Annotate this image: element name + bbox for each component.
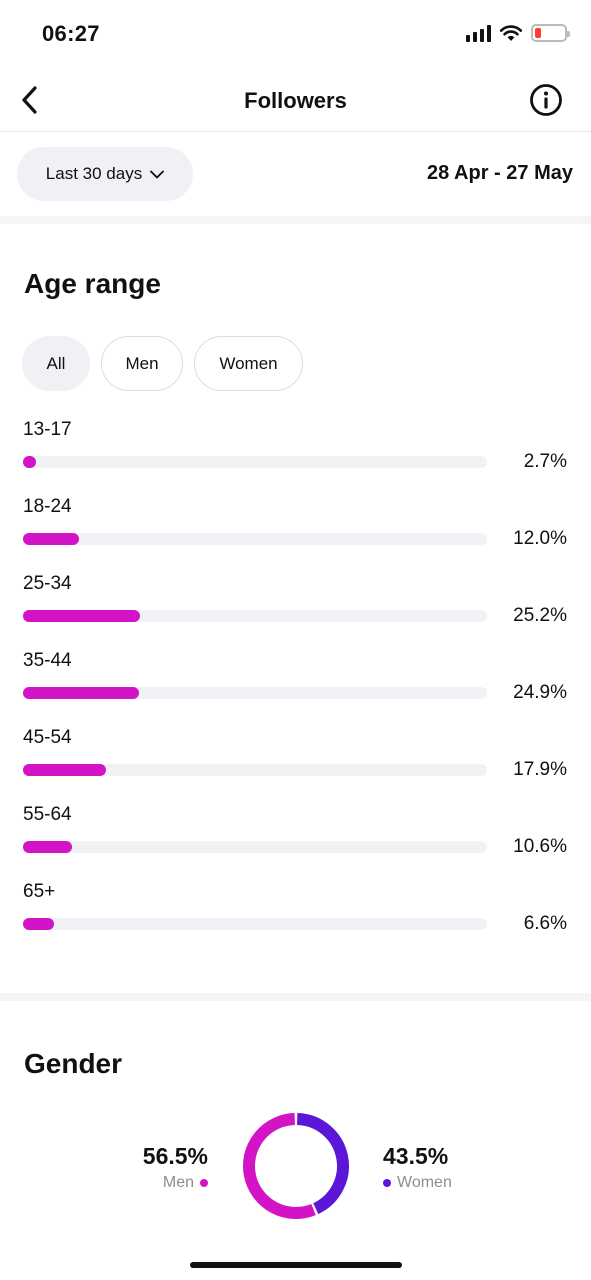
age-row: 65+ 6.6% xyxy=(0,881,591,958)
age-row: 18-24 12.0% xyxy=(0,496,591,573)
info-icon xyxy=(530,84,562,116)
age-label: 18-24 xyxy=(23,496,72,517)
age-value: 2.7% xyxy=(523,451,567,472)
age-bar-fill xyxy=(23,456,36,468)
age-bar-track xyxy=(23,533,487,545)
women-percentage: 43.5% xyxy=(383,1143,449,1169)
tab-men[interactable]: Men xyxy=(101,336,183,391)
age-label: 25-34 xyxy=(23,573,72,594)
age-bar-fill xyxy=(23,764,107,776)
age-bar-fill xyxy=(23,610,140,622)
section-divider xyxy=(0,993,591,1001)
age-row: 55-64 10.6% xyxy=(0,804,591,881)
age-value: 25.2% xyxy=(513,605,567,626)
age-bar-track xyxy=(23,610,487,622)
date-range: 28 Apr - 27 May xyxy=(427,162,573,184)
age-bar-fill xyxy=(23,841,73,853)
chevron-down-icon xyxy=(150,170,165,178)
age-bar-fill xyxy=(23,687,139,699)
age-value: 24.9% xyxy=(513,682,567,703)
filter-row: Last 30 days 28 Apr - 27 May xyxy=(0,132,591,216)
age-row: 35-44 24.9% xyxy=(0,650,591,727)
age-bar-track xyxy=(23,764,487,776)
tab-all[interactable]: All xyxy=(22,336,90,391)
age-label: 13-17 xyxy=(23,419,72,440)
men-percentage: 56.5% xyxy=(142,1143,208,1169)
age-value: 6.6% xyxy=(523,913,567,934)
back-button[interactable] xyxy=(14,84,46,116)
age-label: 65+ xyxy=(23,881,56,902)
age-value: 17.9% xyxy=(513,759,567,780)
tab-women[interactable]: Women xyxy=(194,336,303,391)
chevron-left-icon xyxy=(22,86,37,114)
age-bar-fill xyxy=(23,918,54,930)
age-label: 35-44 xyxy=(23,650,72,671)
period-dropdown[interactable]: Last 30 days xyxy=(17,147,193,201)
status-bar: 06:27 xyxy=(0,0,591,70)
age-bar-fill xyxy=(23,533,79,545)
status-icons xyxy=(466,24,570,42)
page-title: Followers xyxy=(244,88,347,113)
age-bar-track xyxy=(23,456,487,468)
age-row: 25-34 25.2% xyxy=(0,573,591,650)
period-label: Last 30 days xyxy=(45,164,143,183)
age-range-tabs: All Men Women xyxy=(22,336,303,391)
donut-women-segment xyxy=(296,1113,349,1215)
age-label: 55-64 xyxy=(23,804,72,825)
wifi-icon xyxy=(499,25,523,41)
gender-women-legend: 43.5% Women xyxy=(383,1143,452,1192)
age-value: 10.6% xyxy=(513,836,567,857)
gender-donut xyxy=(243,1113,349,1219)
age-range-title: Age range xyxy=(24,268,161,299)
gender-chart: 56.5% Men 43.5% Women xyxy=(0,1108,591,1228)
women-dot-icon xyxy=(383,1179,391,1187)
age-bar-track xyxy=(23,841,487,853)
status-time: 06:27 xyxy=(42,21,100,46)
men-dot-icon xyxy=(200,1179,208,1187)
gender-title: Gender xyxy=(24,1048,123,1079)
age-bar-track xyxy=(23,687,487,699)
cellular-signal-icon xyxy=(466,24,491,42)
battery-icon xyxy=(531,24,570,42)
men-label: Men xyxy=(162,1174,194,1191)
age-row: 45-54 17.9% xyxy=(0,727,591,804)
gender-men-legend: 56.5% Men xyxy=(143,1143,208,1192)
age-label: 45-54 xyxy=(23,727,72,748)
donut-men-segment xyxy=(243,1113,316,1219)
nav-bar: Followers xyxy=(0,70,591,132)
women-label: Women xyxy=(397,1174,452,1191)
home-indicator xyxy=(190,1262,402,1268)
info-button[interactable] xyxy=(529,83,563,117)
age-value: 12.0% xyxy=(513,528,567,549)
age-row: 13-17 2.7% xyxy=(0,419,591,496)
age-bar-track xyxy=(23,918,487,930)
section-divider xyxy=(0,216,591,224)
